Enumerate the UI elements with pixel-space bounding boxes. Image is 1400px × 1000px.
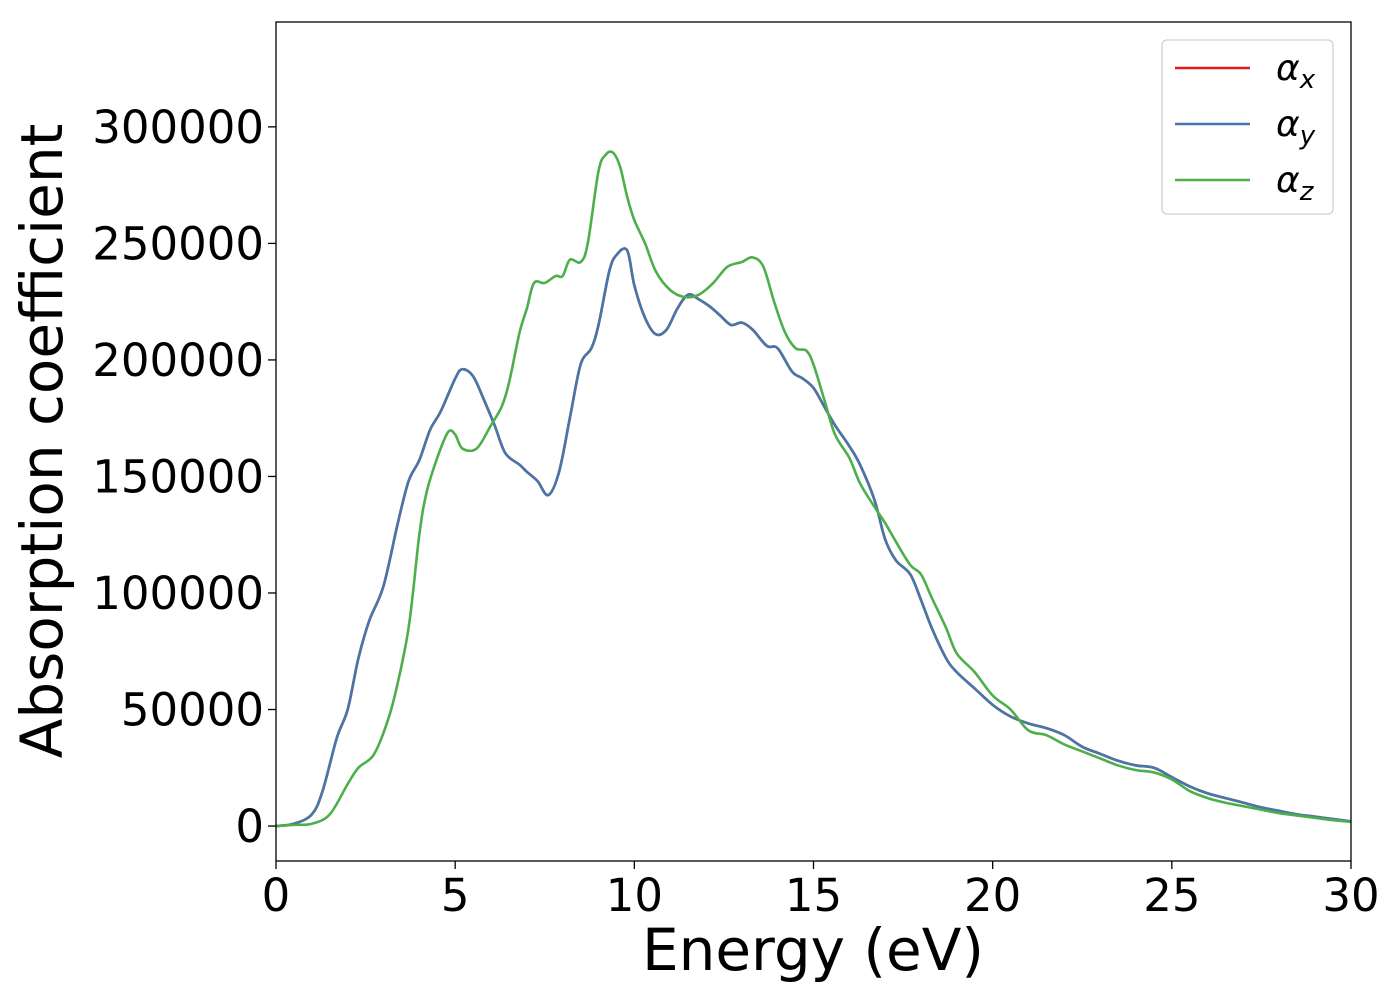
legend-subscript: y bbox=[1299, 121, 1316, 151]
y-tick-label: 50000 bbox=[121, 684, 264, 737]
x-axis-title: Energy (eV) bbox=[642, 916, 984, 984]
legend-subscript: z bbox=[1299, 177, 1315, 207]
legend-subscript: x bbox=[1299, 65, 1316, 95]
series-layer bbox=[275, 150, 1352, 828]
series-line-y bbox=[275, 247, 1352, 828]
legend-label-x: αx bbox=[1276, 48, 1316, 95]
legend-label-y: αy bbox=[1276, 104, 1316, 151]
x-tick-label: 0 bbox=[262, 869, 291, 922]
x-tick-label: 25 bbox=[1143, 869, 1200, 922]
y-tick-label: 150000 bbox=[92, 450, 264, 503]
y-tick-label: 0 bbox=[235, 800, 264, 853]
x-tick-label: 10 bbox=[606, 869, 663, 922]
x-tick-label: 5 bbox=[441, 869, 470, 922]
y-tick-label: 200000 bbox=[92, 334, 264, 387]
y-tick-label: 100000 bbox=[92, 567, 264, 620]
legend-symbol: α bbox=[1276, 48, 1300, 89]
x-tick-label: 30 bbox=[1322, 869, 1379, 922]
x-axis: 0 5 10 15 20 25 30 bbox=[262, 861, 1380, 922]
series-line-z bbox=[275, 150, 1352, 828]
y-tick-label: 250000 bbox=[92, 217, 264, 270]
y-tick-label: 300000 bbox=[92, 101, 264, 154]
legend-box bbox=[1161, 39, 1334, 215]
x-tick-label: 15 bbox=[785, 869, 842, 922]
y-axis: 0 50000 100000 150000 200000 250000 300000 bbox=[92, 101, 276, 853]
legend-symbol: α bbox=[1276, 160, 1300, 201]
legend-label-z: αz bbox=[1276, 160, 1315, 207]
y-axis-title: Absorption coefficient bbox=[8, 124, 76, 759]
legend-symbol: α bbox=[1276, 104, 1300, 145]
x-tick-label: 20 bbox=[964, 869, 1021, 922]
